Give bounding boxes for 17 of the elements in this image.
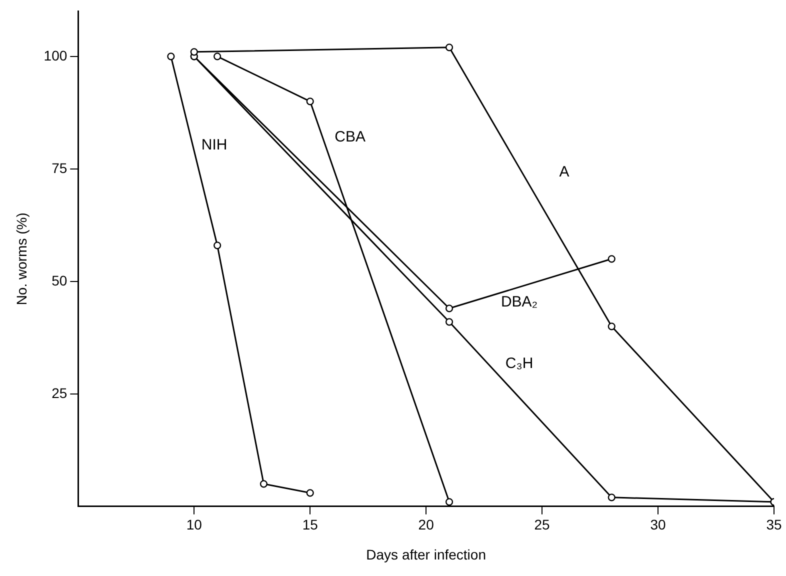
series-label: C₃H [505,355,534,372]
x-tick-label: 30 [650,516,666,533]
y-tick-label: 25 [52,384,68,401]
series-label: CBA [334,128,366,146]
x-axis-title: Days after infection [366,546,486,562]
y-tick-label: 75 [52,160,68,176]
y-tick-label: 100 [44,47,68,64]
x-tick-label: 15 [302,516,318,533]
series-label: A [559,164,570,181]
y-axis-title: No. worms (%) [13,212,30,306]
x-tick-label: 10 [186,516,202,533]
y-tick-label: 50 [52,272,68,288]
series-label: NIH [201,136,228,154]
x-tick-label: 35 [766,516,782,533]
x-tick-label: 25 [534,516,550,533]
x-tick-label: 20 [418,516,434,533]
series-label: DBA₂ [500,294,538,311]
